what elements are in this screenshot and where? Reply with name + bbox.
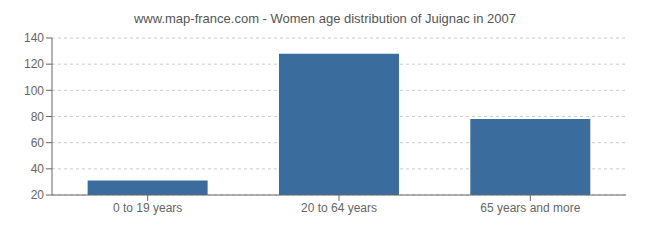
svg-text:20 to 64 years: 20 to 64 years [301,201,377,215]
svg-text:0 to 19 years: 0 to 19 years [113,201,182,215]
svg-text:140: 140 [24,31,44,45]
svg-text:120: 120 [24,57,44,71]
svg-text:20: 20 [31,188,45,202]
svg-text:40: 40 [31,162,45,176]
html-text:www.map-france.com - Women age: www.map-france.com - Women age distribut… [134,11,516,26]
svg-text:65 years and more: 65 years and more [480,201,580,215]
svg-text:60: 60 [31,136,45,150]
svg-text:80: 80 [31,110,45,124]
svg-text:100: 100 [24,84,44,98]
